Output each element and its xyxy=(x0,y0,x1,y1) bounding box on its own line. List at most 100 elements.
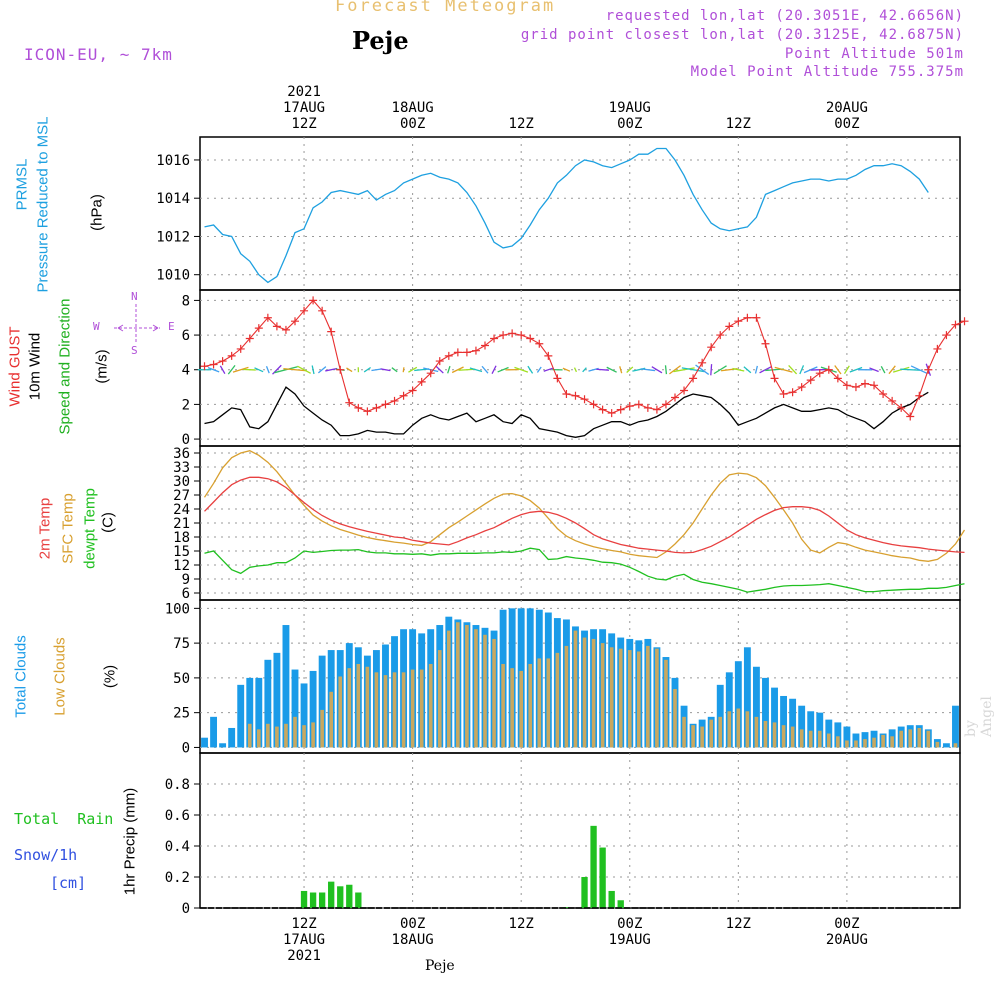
bottom-time-label-1-1: 18AUG xyxy=(392,932,434,948)
wind-arrow-21 xyxy=(391,367,398,373)
gust-marker-64 xyxy=(779,390,788,398)
low-cloud-bar-34 xyxy=(510,668,514,748)
compass-e: E xyxy=(168,320,175,333)
total-cloud-bar-8 xyxy=(273,652,281,748)
low-cloud-bar-70 xyxy=(836,736,840,748)
bottom-time-label-0-2: 2021 xyxy=(287,948,321,964)
wind-arrow-56 xyxy=(710,364,713,376)
wind-arrow-33 xyxy=(497,366,509,373)
ytick-label-1-0: 0 xyxy=(182,432,190,448)
low-cloud-bar-59 xyxy=(736,708,741,748)
point-altitude: Point Altitude 501m xyxy=(784,46,964,62)
top-time-label-0-2: 12Z xyxy=(291,116,316,132)
ytick-label-1-2: 4 xyxy=(182,363,190,379)
low-cloud-bar-13 xyxy=(320,709,324,748)
gust-marker-38 xyxy=(544,351,553,360)
gust-marker-35 xyxy=(517,331,526,340)
top-time-label-3-0: 19AUG xyxy=(609,100,651,116)
low-cloud-bar-42 xyxy=(582,637,587,748)
gust-marker-74 xyxy=(870,381,879,390)
top-time-label-5-0: 20AUG xyxy=(826,100,868,116)
gust-marker-71 xyxy=(842,381,851,390)
gridpoint-coords: grid point closest lon,lat (20.3125E, 42… xyxy=(520,27,964,43)
top-time-label-3-1: 00Z xyxy=(617,116,642,132)
wind-arrow-78 xyxy=(900,368,921,371)
total-cloud-bar-71 xyxy=(843,726,851,748)
wind-arrow-44 xyxy=(596,368,610,371)
wind-arrow-66 xyxy=(799,365,805,375)
gust-marker-0 xyxy=(200,362,209,371)
low-cloud-bar-20 xyxy=(383,675,388,748)
gust-marker-29 xyxy=(462,348,471,357)
wind-arrow-10 xyxy=(283,368,307,372)
bottom-time-label-5-1: 20AUG xyxy=(826,932,868,948)
ytick-label-2-7: 27 xyxy=(173,488,190,504)
low-cloud-bar-62 xyxy=(763,721,768,748)
low-cloud-bar-12 xyxy=(311,722,315,748)
gust-marker-61 xyxy=(752,313,761,322)
wind-arrow-30 xyxy=(469,367,483,373)
gust-marker-51 xyxy=(661,400,670,409)
wind-arrow-22 xyxy=(402,367,405,373)
gust-marker-68 xyxy=(815,369,824,378)
gust-marker-67 xyxy=(806,376,815,385)
wind-arrow-71 xyxy=(843,365,850,374)
low-cloud-bar-76 xyxy=(890,736,894,748)
gust-marker-84 xyxy=(960,317,969,326)
low-cloud-bar-7 xyxy=(266,723,270,748)
wind-arrow-57 xyxy=(713,365,727,375)
gust-marker-34 xyxy=(508,329,517,338)
wind-arrow-46 xyxy=(619,366,623,374)
snow-label: Snow/1h xyxy=(14,846,78,864)
gust-marker-83 xyxy=(951,320,960,329)
dewpt-line xyxy=(204,547,965,593)
rain-bar-0 xyxy=(300,890,308,908)
bottom-time-label-0-0: 12Z xyxy=(291,916,316,932)
wind-arrow-6 xyxy=(254,367,264,373)
gust-marker-18 xyxy=(363,407,372,416)
low-cloud-bar-38 xyxy=(546,658,551,748)
ytick-label-4-1: 0.2 xyxy=(165,870,190,886)
ytick-label-0-2: 1014 xyxy=(156,191,190,207)
wind-arrow-35 xyxy=(514,366,529,373)
low-cloud-bar-16 xyxy=(347,668,352,748)
gust-marker-22 xyxy=(399,391,408,400)
low-cloud-bar-22 xyxy=(401,672,406,748)
gust-marker-14 xyxy=(327,327,336,336)
gust-marker-70 xyxy=(833,374,842,383)
low-cloud-bar-60 xyxy=(745,711,750,748)
wind-arrow-5 xyxy=(243,368,256,371)
low-cloud-bar-36 xyxy=(528,663,533,748)
wind-arrow-74 xyxy=(869,367,879,373)
gust-marker-1 xyxy=(209,360,218,369)
gust-marker-66 xyxy=(797,383,806,392)
gust-marker-59 xyxy=(734,317,743,326)
total-cloud-bar-5 xyxy=(246,677,254,748)
ytick-label-2-10: 36 xyxy=(173,446,190,462)
low-cloud-bar-30 xyxy=(474,629,478,748)
low-cloud-bar-40 xyxy=(564,645,569,748)
low-cloud-bar-48 xyxy=(637,651,641,748)
gust-marker-11 xyxy=(300,306,309,315)
total-cloud-bar-58 xyxy=(725,672,733,748)
model-label: ICON-EU, ~ 7km xyxy=(24,45,173,64)
rain-label: Total Rain xyxy=(14,810,114,828)
wind-arrow-9 xyxy=(274,366,298,374)
rain-bar-12 xyxy=(617,900,624,908)
gust-marker-36 xyxy=(526,334,535,343)
low-cloud-bar-58 xyxy=(727,711,732,748)
gust-marker-78 xyxy=(906,412,915,421)
gust-marker-63 xyxy=(770,374,779,383)
gust-marker-26 xyxy=(435,357,444,366)
ytick-label-0-0: 1010 xyxy=(156,268,190,284)
low-cloud-bar-73 xyxy=(863,739,867,748)
low-cloud-bar-68 xyxy=(817,730,822,748)
wind-arrow-32 xyxy=(491,365,497,375)
low-cloud-bar-67 xyxy=(808,730,813,748)
location-title: Peje xyxy=(352,26,409,55)
total-cloud-bar-6 xyxy=(255,677,263,748)
ytick-label-2-2: 12 xyxy=(173,558,190,574)
low-cloud-bar-63 xyxy=(772,722,777,748)
ytick-label-2-5: 21 xyxy=(173,516,190,532)
low-cloud-bar-26 xyxy=(437,650,442,748)
